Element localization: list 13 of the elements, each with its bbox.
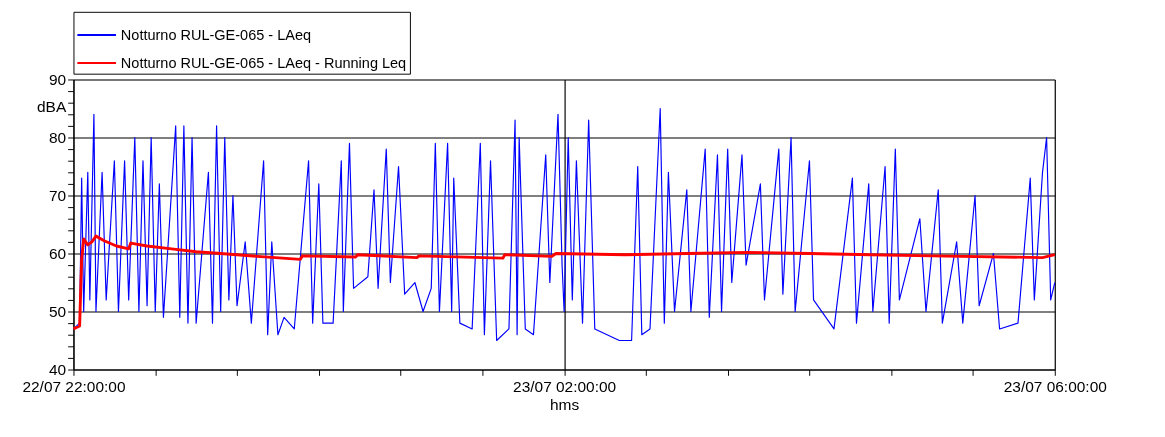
x-tick-label: 23/07 02:00:00 [513,378,617,396]
x-tick-label: 22/07 22:00:00 [22,378,126,396]
y-tick-label: 70 [49,186,67,204]
y-tick-label: 90 [49,70,67,88]
y-tick-label: 80 [49,128,67,146]
legend-label: Notturno RUL-GE-065 - LAeq - Running Leq [120,54,407,71]
y-tick-label: 40 [49,360,67,378]
y-tick-label: 50 [49,302,67,320]
x-axis-title: hms [550,395,580,413]
y-axis-title: dBA [37,97,67,115]
y-tick-label: 60 [49,244,67,262]
legend-label: Notturno RUL-GE-065 - LAeq [120,26,312,43]
x-tick-label: 23/07 06:00:00 [1003,378,1107,396]
